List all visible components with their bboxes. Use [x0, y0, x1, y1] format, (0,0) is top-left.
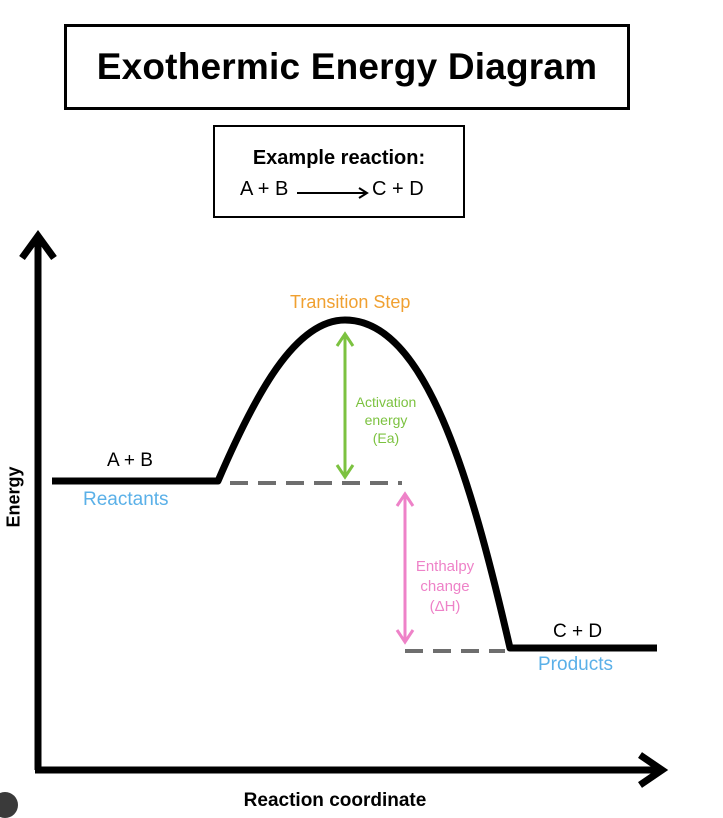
- x-axis-label: Reaction coordinate: [243, 790, 427, 811]
- activation-label-line2: energy: [364, 412, 408, 428]
- reactants-label: Reactants: [83, 489, 169, 510]
- enthalpy-label-line3: (ΔH): [429, 598, 461, 615]
- page-title: Exothermic Energy Diagram: [96, 46, 598, 87]
- activation-label-line3: (Ea): [372, 430, 400, 446]
- transition-step-label: Transition Step: [290, 292, 411, 312]
- equation-products: C + D: [372, 178, 424, 200]
- example-reaction-box: Example reaction: A + B C + D: [213, 125, 465, 218]
- y-axis-label: Energy: [3, 466, 24, 528]
- enthalpy-label-line2: change: [420, 578, 470, 595]
- enthalpy-label-line1: Enthalpy: [415, 558, 475, 575]
- activation-arrowhead-bottom: [335, 464, 355, 480]
- enthalpy-arrowhead-top: [395, 491, 415, 507]
- reactant-formula-label: A + B: [107, 450, 153, 471]
- reaction-arrow-icon: [297, 187, 369, 199]
- enthalpy-arrowhead-bottom: [395, 629, 415, 645]
- activation-energy-label: Activation energy (Ea): [348, 393, 424, 447]
- example-heading: Example reaction:: [252, 147, 426, 169]
- energy-curve: [52, 316, 657, 652]
- products-label: Products: [538, 654, 613, 675]
- title-box: Exothermic Energy Diagram: [64, 24, 630, 110]
- product-formula-label: C + D: [553, 621, 603, 642]
- enthalpy-change-label: Enthalpy change (ΔH): [407, 557, 483, 617]
- activation-label-line1: Activation: [355, 394, 417, 410]
- activation-arrowhead-top: [335, 331, 355, 347]
- x-axis-arrowhead: [638, 752, 669, 788]
- equation-reactants: A + B: [240, 178, 289, 200]
- y-axis-arrowhead: [19, 230, 57, 261]
